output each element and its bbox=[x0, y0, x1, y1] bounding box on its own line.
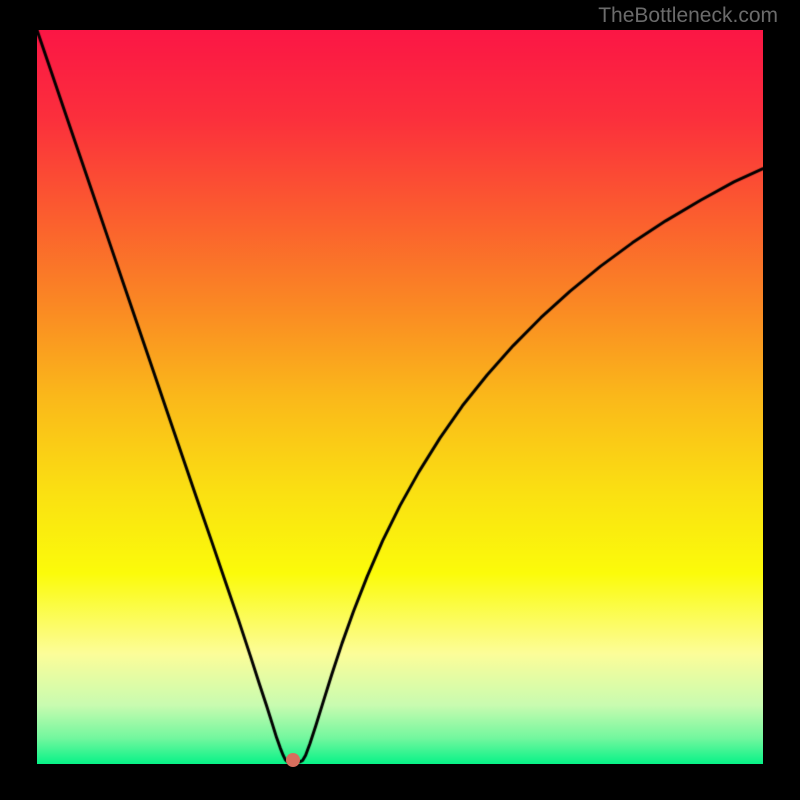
optimum-marker-icon bbox=[286, 753, 300, 767]
chart-stage: TheBottleneck.com bbox=[0, 0, 800, 800]
bottleneck-curve bbox=[37, 30, 763, 764]
attribution-label: TheBottleneck.com bbox=[598, 4, 778, 28]
plot-area bbox=[37, 30, 763, 764]
